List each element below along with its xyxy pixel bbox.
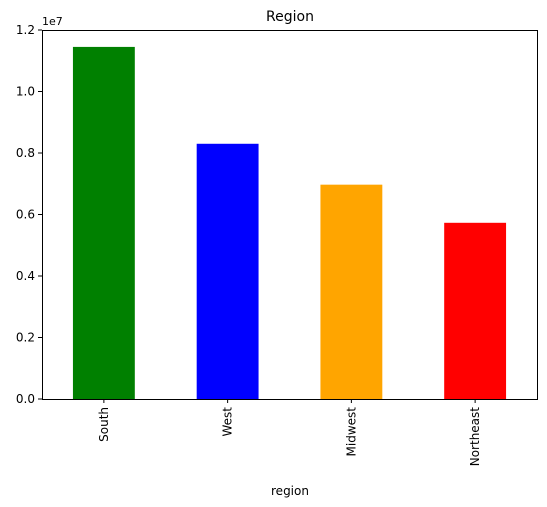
x-tick-label-midwest: Midwest xyxy=(344,407,358,457)
x-axis-ticks: South West Midwest Northeast xyxy=(97,399,482,466)
bar-west xyxy=(196,143,259,399)
bar-northeast xyxy=(444,222,507,399)
x-tick-label-northeast: Northeast xyxy=(468,407,482,467)
y-tick-label: 0.6 xyxy=(16,208,35,222)
y-axis-offset-label: 1e7 xyxy=(42,15,63,28)
y-tick-label: 0.4 xyxy=(16,269,35,283)
x-tick-label-south: South xyxy=(97,407,111,442)
plot-area-frame xyxy=(42,30,538,400)
x-axis-label: region xyxy=(271,484,309,498)
y-tick-label: 1.2 xyxy=(16,23,35,37)
chart-title: Region xyxy=(266,9,314,25)
y-tick-label: 0.2 xyxy=(16,331,35,345)
y-tick-label: 1.0 xyxy=(16,85,35,99)
bar-south xyxy=(72,46,135,399)
bars-group xyxy=(72,46,507,399)
x-tick-label-west: West xyxy=(221,407,235,437)
y-tick-label: 0.0 xyxy=(16,392,35,406)
y-tick-label: 0.8 xyxy=(16,146,35,160)
y-axis-ticks: 0.0 0.2 0.4 0.6 0.8 1.0 1.2 xyxy=(16,23,42,406)
bar-midwest xyxy=(320,184,383,399)
